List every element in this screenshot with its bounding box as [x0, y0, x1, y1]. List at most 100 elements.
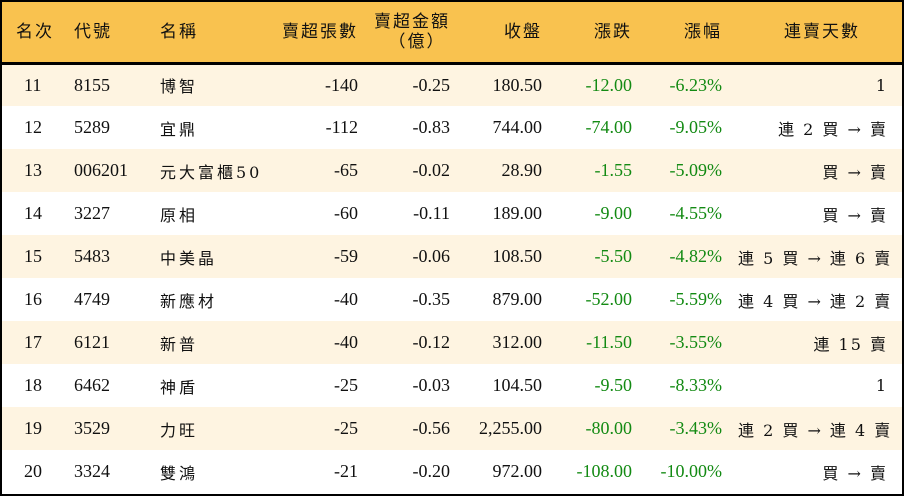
cell-net-sell-lots: -21: [334, 461, 358, 481]
table-body: 11 8155 博智 -140 -0.25 180.50 -12.00 -6.2…: [2, 63, 902, 493]
cell-code[interactable]: 5289: [74, 117, 110, 137]
cell-close: 312.00: [492, 332, 543, 352]
cell-name[interactable]: 新普: [160, 334, 199, 354]
header-close[interactable]: 收盤: [504, 21, 542, 42]
table-row[interactable]: 12 5289 宜鼎 -112 -0.83 744.00 -74.00 -9.0…: [2, 106, 902, 149]
header-rank[interactable]: 名次: [16, 21, 54, 42]
cell-close: 104.50: [492, 375, 543, 395]
cell-name[interactable]: 元大富櫃50: [160, 162, 263, 182]
cell-net-sell-amount: -0.35: [412, 289, 451, 309]
table-row[interactable]: 11 8155 博智 -140 -0.25 180.50 -12.00 -6.2…: [2, 63, 902, 106]
table-row[interactable]: 13 006201 元大富櫃50 -65 -0.02 28.90 -1.55 -…: [2, 149, 902, 192]
table-row[interactable]: 16 4749 新應材 -40 -0.35 879.00 -52.00 -5.5…: [2, 278, 902, 321]
cell-name[interactable]: 博智: [160, 77, 199, 97]
header-row: 名次 代號 名稱 賣超張數 賣超金額 （億） 收盤 漲跌 漲幅 連賣天數: [2, 2, 902, 63]
cell-change: -52.00: [585, 289, 633, 309]
table-row[interactable]: 18 6462 神盾 -25 -0.03 104.50 -9.50 -8.33%…: [2, 364, 902, 407]
cell-code[interactable]: 6121: [74, 332, 110, 352]
header-net-sell-amount-unit: （億）: [388, 31, 446, 52]
cell-net-sell-lots: -59: [334, 246, 358, 266]
cell-streak: 1: [875, 376, 888, 395]
cell-name[interactable]: 神盾: [160, 377, 199, 397]
cell-rank: 20: [24, 461, 42, 481]
cell-code[interactable]: 4749: [74, 289, 110, 309]
header-name[interactable]: 名稱: [160, 21, 198, 42]
cell-code[interactable]: 3324: [74, 461, 110, 481]
cell-change-pct: -8.33%: [669, 375, 723, 395]
cell-net-sell-amount: -0.12: [412, 332, 451, 352]
header-change-pct[interactable]: 漲幅: [684, 21, 722, 42]
header-net-sell-amount[interactable]: 賣超金額 （億）: [366, 2, 458, 63]
cell-change: -74.00: [585, 117, 633, 137]
cell-code[interactable]: 6462: [74, 375, 110, 395]
cell-rank: 11: [24, 74, 42, 95]
cell-net-sell-lots: -140: [325, 74, 358, 95]
cell-close: 879.00: [492, 289, 543, 309]
cell-streak: 連 4 買 → 連 2 賣: [738, 291, 893, 311]
cell-streak: 買 → 賣: [822, 205, 888, 225]
cell-change: -9.50: [594, 375, 633, 395]
cell-code[interactable]: 5483: [74, 246, 110, 266]
cell-net-sell-lots: -112: [325, 117, 358, 137]
cell-close: 108.50: [492, 246, 543, 266]
cell-net-sell-lots: -25: [334, 418, 358, 438]
cell-name[interactable]: 力旺: [160, 420, 199, 440]
cell-rank: 18: [24, 375, 42, 395]
cell-net-sell-lots: -65: [334, 160, 358, 180]
cell-name[interactable]: 雙鴻: [160, 463, 199, 483]
cell-code[interactable]: 3227: [74, 203, 110, 223]
cell-change-pct: -6.23%: [669, 74, 723, 95]
cell-change-pct: -5.09%: [669, 160, 723, 180]
cell-change-pct: -9.05%: [669, 117, 723, 137]
cell-change: -108.00: [576, 461, 633, 481]
cell-rank: 16: [24, 289, 42, 309]
cell-change: -1.55: [594, 160, 633, 180]
cell-net-sell-amount: -0.02: [412, 160, 451, 180]
cell-code[interactable]: 8155: [74, 74, 110, 95]
table-row[interactable]: 14 3227 原相 -60 -0.11 189.00 -9.00 -4.55%…: [2, 192, 902, 235]
cell-close: 972.00: [492, 461, 543, 481]
cell-change-pct: -10.00%: [660, 461, 723, 481]
header-net-sell-lots[interactable]: 賣超張數: [282, 21, 358, 42]
cell-rank: 13: [24, 160, 42, 180]
header-code[interactable]: 代號: [74, 21, 112, 42]
cell-rank: 15: [24, 246, 42, 266]
cell-change-pct: -4.55%: [669, 203, 723, 223]
cell-net-sell-amount: -0.06: [412, 246, 451, 266]
cell-change: -12.00: [585, 74, 633, 95]
cell-close: 744.00: [492, 117, 543, 137]
cell-net-sell-lots: -60: [334, 203, 358, 223]
header-streak[interactable]: 連賣天數: [784, 21, 860, 42]
cell-change-pct: -3.55%: [669, 332, 723, 352]
cell-change: -11.50: [586, 332, 632, 352]
cell-net-sell-amount: -0.25: [412, 74, 451, 95]
cell-net-sell-amount: -0.20: [412, 461, 451, 481]
cell-code[interactable]: 3529: [74, 418, 110, 438]
cell-net-sell-amount: -0.83: [412, 117, 451, 137]
cell-close: 180.50: [492, 74, 543, 95]
cell-change: -80.00: [585, 418, 633, 438]
table-row[interactable]: 19 3529 力旺 -25 -0.56 2,255.00 -80.00 -3.…: [2, 407, 902, 450]
cell-net-sell-amount: -0.56: [412, 418, 451, 438]
cell-name[interactable]: 中美晶: [160, 248, 218, 268]
cell-name[interactable]: 宜鼎: [160, 119, 199, 139]
cell-name[interactable]: 原相: [160, 205, 199, 225]
table-row[interactable]: 20 3324 雙鴻 -21 -0.20 972.00 -108.00 -10.…: [2, 450, 902, 493]
cell-streak: 買 → 賣: [822, 463, 888, 483]
cell-net-sell-lots: -25: [334, 375, 358, 395]
cell-name[interactable]: 新應材: [160, 291, 218, 311]
cell-code[interactable]: 006201: [74, 160, 128, 180]
cell-streak: 連 2 買 → 連 4 賣: [738, 420, 893, 440]
header-change[interactable]: 漲跌: [594, 21, 632, 42]
cell-change-pct: -3.43%: [669, 418, 723, 438]
cell-net-sell-lots: -40: [334, 332, 358, 352]
table-row[interactable]: 15 5483 中美晶 -59 -0.06 108.50 -5.50 -4.82…: [2, 235, 902, 278]
table-row[interactable]: 17 6121 新普 -40 -0.12 312.00 -11.50 -3.55…: [2, 321, 902, 364]
cell-close: 28.90: [501, 160, 543, 180]
cell-streak: 連 5 買 → 連 6 賣: [738, 248, 893, 268]
table-header: 名次 代號 名稱 賣超張數 賣超金額 （億） 收盤 漲跌 漲幅 連賣天數: [2, 2, 902, 63]
cell-streak: 1: [875, 75, 888, 95]
cell-net-sell-lots: -40: [334, 289, 358, 309]
